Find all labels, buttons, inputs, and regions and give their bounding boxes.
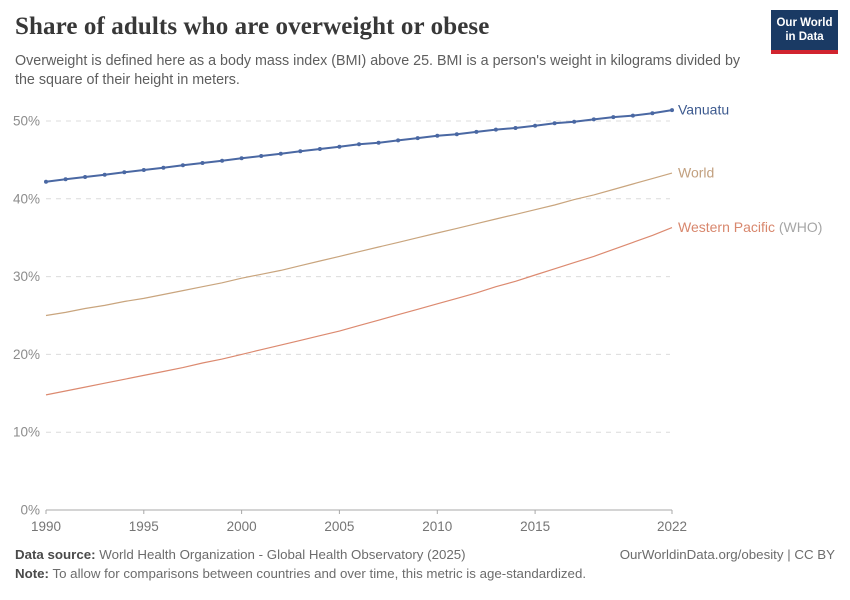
data-point-vanuatu[interactable] [239, 156, 244, 161]
x-tick-label: 2000 [227, 519, 257, 534]
x-tick-label: 2010 [422, 519, 452, 534]
series-line-world[interactable] [45, 172, 673, 317]
owid-logo-stripe [771, 49, 838, 54]
data-point-vanuatu[interactable] [200, 161, 205, 165]
series-label-world[interactable]: World [678, 165, 714, 181]
note-text: To allow for comparisons between countri… [48, 566, 587, 581]
footer-datasource: Data source: World Health Organization -… [15, 547, 615, 562]
data-point-vanuatu[interactable] [298, 149, 303, 154]
note-label: Note: [15, 566, 49, 581]
data-point-vanuatu[interactable] [278, 151, 283, 156]
data-point-vanuatu[interactable] [630, 113, 635, 118]
data-point-vanuatu[interactable] [141, 168, 146, 172]
data-point-vanuatu[interactable] [415, 136, 420, 141]
data-point-vanuatu[interactable] [670, 108, 674, 113]
data-point-vanuatu[interactable] [220, 158, 225, 163]
series-line-western-pacific[interactable] [45, 227, 673, 396]
data-point-vanuatu[interactable] [435, 133, 440, 138]
data-point-vanuatu[interactable] [357, 142, 361, 147]
data-point-vanuatu[interactable] [122, 170, 127, 175]
x-tick-label: 2015 [520, 519, 550, 534]
y-tick-label: 0% [20, 503, 40, 518]
x-tick-label: 2005 [324, 519, 354, 534]
data-point-vanuatu[interactable] [63, 177, 68, 182]
data-point-vanuatu[interactable] [533, 123, 538, 128]
data-point-vanuatu[interactable] [474, 129, 479, 134]
data-point-vanuatu[interactable] [83, 175, 88, 179]
owid-logo[interactable]: Our World in Data [771, 10, 838, 54]
y-tick-label: 30% [13, 269, 40, 284]
y-tick-label: 20% [13, 347, 40, 362]
data-point-vanuatu[interactable] [337, 144, 342, 149]
y-tick-label: 50% [13, 114, 40, 129]
data-point-vanuatu[interactable] [611, 115, 616, 120]
data-point-vanuatu[interactable] [493, 127, 498, 132]
line-chart: 0% 10% 20% 30% 40% 50% 1990 1995 2000 2005 2010 201… [13, 102, 822, 534]
datasource-label: Data source: [15, 547, 96, 562]
footer-note: Note: To allow for comparisons between c… [15, 566, 715, 581]
data-point-vanuatu[interactable] [552, 121, 557, 126]
data-point-vanuatu[interactable] [180, 163, 185, 168]
x-tick-label: 1995 [129, 519, 159, 534]
footer-rights-link[interactable]: OurWorldinData.org/obesity | CC BY [619, 547, 835, 562]
datasource-text: World Health Organization - Global Healt… [95, 547, 466, 562]
chart-subtitle: Overweight is defined here as a body mas… [15, 53, 741, 88]
chart-area: 0% 10% 20% 30% 40% 50% 1990 1995 2000 2005 2010 201… [0, 90, 850, 542]
data-point-vanuatu[interactable] [44, 179, 48, 184]
series-label-vanuatu[interactable]: Vanuatu [678, 102, 729, 118]
data-point-vanuatu[interactable] [102, 172, 107, 177]
y-tick-label: 40% [13, 191, 40, 206]
owid-logo-line1: Our World [776, 17, 833, 29]
data-point-vanuatu[interactable] [376, 140, 381, 145]
data-point-vanuatu[interactable] [591, 117, 596, 122]
data-point-vanuatu[interactable] [513, 126, 518, 130]
owid-logo-line2: in Data [785, 31, 824, 44]
data-point-vanuatu[interactable] [572, 119, 577, 124]
page-title: Share of adults who are overweight or ob… [15, 13, 490, 40]
data-point-vanuatu[interactable] [317, 147, 322, 151]
data-point-vanuatu[interactable] [259, 154, 264, 158]
y-tick-label: 10% [13, 425, 40, 440]
data-point-vanuatu[interactable] [161, 165, 166, 170]
x-tick-label: 2022 [657, 519, 687, 534]
x-tick-label: 1990 [31, 519, 61, 534]
data-point-vanuatu[interactable] [650, 111, 655, 116]
series-label-western-pacific[interactable]: Western Pacific (WHO) [678, 219, 822, 235]
owid-logo-box: Our World in Data [771, 10, 838, 50]
data-point-vanuatu[interactable] [454, 132, 459, 137]
data-point-vanuatu[interactable] [396, 138, 401, 143]
